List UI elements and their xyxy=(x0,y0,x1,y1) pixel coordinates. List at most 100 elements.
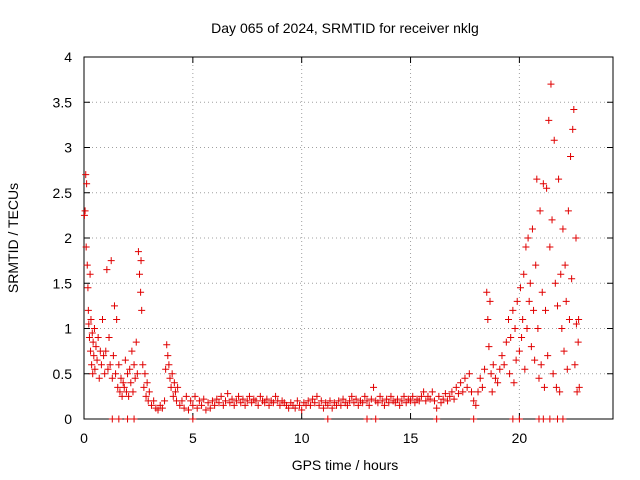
axis-ticks: 0 5 10 15 20 0 0.5 1 1.5 2 2.5 3 3.5 4 xyxy=(53,49,613,446)
data-point xyxy=(500,361,508,369)
data-point xyxy=(532,261,540,269)
data-point xyxy=(87,347,95,355)
data-point xyxy=(226,399,234,407)
data-point xyxy=(494,379,502,387)
data-point xyxy=(101,370,109,378)
data-point xyxy=(127,379,135,387)
data-point xyxy=(544,352,552,360)
data-point xyxy=(335,397,343,405)
data-point xyxy=(163,341,171,349)
data-point xyxy=(515,347,523,355)
data-point xyxy=(452,383,460,391)
data-point xyxy=(346,397,354,405)
data-point xyxy=(439,395,447,403)
data-point xyxy=(496,365,504,373)
chart-title: Day 065 of 2024, SRMTID for receiver nkl… xyxy=(211,20,479,36)
data-point-baseline xyxy=(509,415,517,423)
data-point xyxy=(448,388,456,396)
data-point xyxy=(272,392,280,400)
data-point xyxy=(182,392,190,400)
data-point xyxy=(103,266,111,274)
data-point xyxy=(478,383,486,391)
data-point xyxy=(102,347,110,355)
data-point xyxy=(142,392,150,400)
data-point xyxy=(82,243,90,251)
data-point xyxy=(559,225,567,233)
data-point xyxy=(137,288,145,296)
data-point xyxy=(276,401,284,409)
data-point xyxy=(256,392,264,400)
data-point xyxy=(86,270,94,278)
data-point xyxy=(121,356,129,364)
data-point xyxy=(81,207,89,215)
data-point xyxy=(252,397,260,405)
data-point xyxy=(444,397,452,405)
data-point xyxy=(124,370,132,378)
data-point xyxy=(326,397,334,405)
data-point xyxy=(131,374,139,382)
data-point xyxy=(450,395,458,403)
data-point xyxy=(228,395,236,403)
data-point xyxy=(324,401,332,409)
data-point xyxy=(219,401,227,409)
data-point xyxy=(534,325,542,332)
y-tick-label: 1 xyxy=(64,321,72,337)
data-point xyxy=(522,243,530,251)
data-point xyxy=(339,395,347,403)
data-point xyxy=(549,370,557,378)
data-point xyxy=(263,395,271,403)
data-point xyxy=(417,392,425,400)
data-point xyxy=(176,401,184,409)
data-point xyxy=(248,399,256,407)
x-tick-label: 5 xyxy=(189,430,197,446)
y-tick-label: 3.5 xyxy=(53,94,73,110)
y-tick-label: 3 xyxy=(64,140,72,156)
data-point xyxy=(542,306,550,314)
data-point xyxy=(137,257,145,265)
data-point xyxy=(531,356,539,364)
data-point xyxy=(435,392,443,400)
data-point xyxy=(191,392,199,400)
data-point xyxy=(568,275,576,283)
data-point xyxy=(319,404,327,412)
data-point xyxy=(361,392,369,400)
y-tick-label: 1.5 xyxy=(53,275,73,291)
data-point xyxy=(95,374,103,382)
data-point xyxy=(511,325,519,332)
data-point xyxy=(513,297,521,305)
data-point xyxy=(526,279,534,287)
data-point xyxy=(486,297,494,305)
data-point xyxy=(528,225,536,233)
data-point xyxy=(536,207,544,215)
data-point xyxy=(572,234,580,242)
data-point-baseline xyxy=(470,415,478,423)
data-point xyxy=(125,392,133,400)
data-point-baseline xyxy=(108,415,116,423)
data-point xyxy=(546,243,554,251)
data-point xyxy=(109,352,117,360)
data-point xyxy=(507,334,515,342)
data-point xyxy=(237,399,245,407)
data-point xyxy=(380,401,388,409)
data-point xyxy=(437,399,445,407)
data-point xyxy=(306,401,314,409)
data-point xyxy=(180,404,188,412)
data-point xyxy=(520,270,528,278)
data-point xyxy=(540,383,548,391)
data-point xyxy=(100,352,108,360)
data-point xyxy=(315,401,323,409)
data-point xyxy=(118,392,126,400)
data-point xyxy=(476,374,484,382)
data-point xyxy=(370,383,378,391)
data-point xyxy=(114,383,122,391)
data-point xyxy=(415,397,423,405)
data-point xyxy=(459,388,467,396)
data-point xyxy=(441,390,449,398)
data-point xyxy=(108,374,116,382)
data-point xyxy=(230,401,238,409)
data-point xyxy=(518,334,526,342)
data-point xyxy=(409,392,417,400)
data-point xyxy=(168,370,176,378)
data-point xyxy=(309,395,317,403)
data-points xyxy=(80,80,583,423)
